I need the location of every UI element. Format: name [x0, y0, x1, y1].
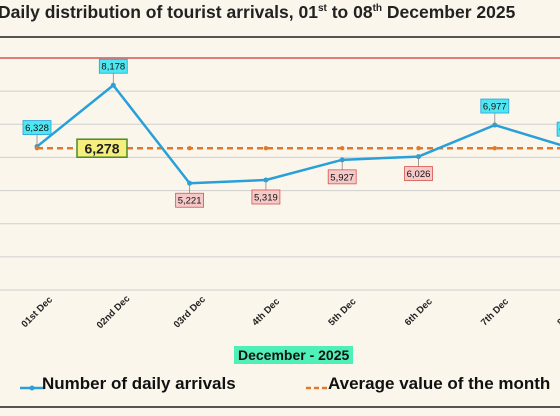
data-label-box: [22, 120, 52, 135]
data-label: 5,221: [178, 196, 202, 207]
title-divider: [0, 36, 560, 38]
average-value-box: [76, 138, 128, 158]
legend-swatch-average: [306, 386, 328, 390]
legend: Number of daily arrivals Average value o…: [0, 374, 560, 398]
data-label-box: [98, 58, 128, 74]
arrivals-line: [36, 83, 560, 185]
legend-swatch-arrivals: [20, 385, 44, 391]
data-label: 5,927: [330, 172, 354, 183]
data-label: 6,026: [407, 169, 431, 180]
legend-label-arrivals: Number of daily arrivals: [42, 374, 236, 393]
x-tick-label: 6th Dec: [403, 296, 435, 328]
x-tick-label: 4th Dec: [250, 296, 282, 328]
average-point: [263, 146, 269, 151]
data-label-box: [556, 121, 560, 137]
legend-label-average: Average value of the month: [328, 374, 551, 393]
x-tick-label: 8th Dec: [555, 296, 560, 328]
data-label-box: [327, 169, 357, 185]
data-label: 6,977: [483, 102, 507, 113]
average-point: [492, 146, 497, 151]
x-tick-label: 01st Dec: [20, 295, 55, 330]
x-tick-label: 7th Dec: [479, 296, 511, 328]
data-label: 6,328: [25, 123, 49, 134]
x-tick-label: 02nd Dec: [95, 293, 133, 331]
data-label-box: [480, 98, 510, 114]
x-tick-label: 5th Dec: [326, 296, 358, 328]
x-tick-label: 03rd Dec: [172, 294, 208, 330]
data-label-box: [404, 166, 433, 181]
average-point: [187, 146, 192, 151]
data-label: 8,178: [101, 62, 125, 73]
x-axis-title: December - 2025: [234, 346, 354, 364]
data-label-box: [175, 192, 205, 208]
bottom-divider: [0, 406, 560, 408]
data-label-box: [251, 189, 281, 205]
average-point: [416, 146, 421, 151]
average-point: [340, 146, 345, 151]
data-label: 5,319: [254, 192, 278, 203]
average-value-label: 6,278: [84, 141, 119, 157]
chart-title: Daily distribution of tourist arrivals, …: [0, 2, 516, 22]
average-point: [34, 146, 40, 151]
